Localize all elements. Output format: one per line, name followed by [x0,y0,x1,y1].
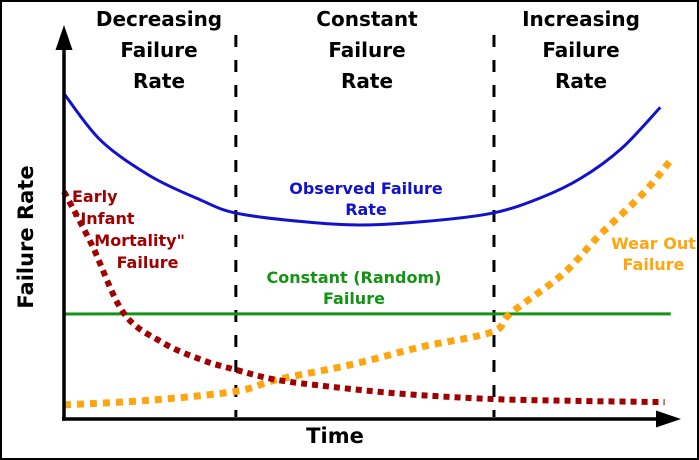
region-header-increasing: Increasing Failure Rate [522,7,640,93]
constant-random-failure-label: Constant (Random) Failure [266,268,442,308]
wear-out-failure-curve [63,158,674,409]
x-axis-arrow-icon [656,410,681,428]
region-header-constant: Constant Failure Rate [316,7,418,93]
y-axis-arrow-icon [55,25,73,50]
x-axis-label: Time [306,424,364,448]
observed-failure-rate-curve [62,92,662,227]
infant-mortality-failure-curve [61,190,665,406]
wear-out-failure-label: Wear Out Failure [611,234,696,274]
observed-failure-rate-label: Observed Failure Rate [289,179,443,219]
region-header-decreasing: Decreasing Failure Rate [95,7,223,93]
infant-mortality-failure-label: Early "Infant Mortality" Failure [72,187,185,272]
y-axis-label: Failure Rate [14,165,38,309]
